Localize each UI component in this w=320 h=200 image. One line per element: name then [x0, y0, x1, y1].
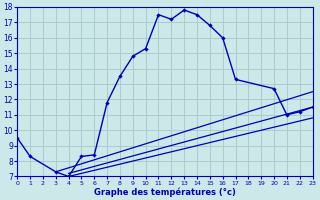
- X-axis label: Graphe des températures (°c): Graphe des températures (°c): [94, 187, 236, 197]
